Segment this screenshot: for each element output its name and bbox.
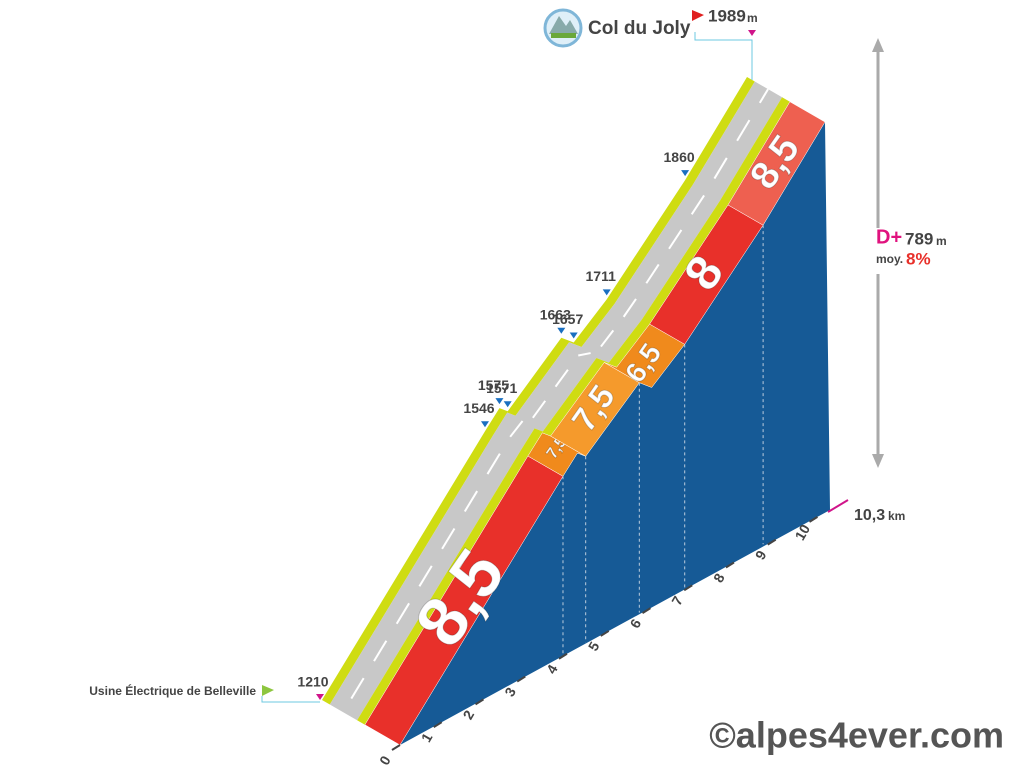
start-pin (316, 694, 324, 700)
start-name: Usine Électrique de Belleville (89, 683, 256, 698)
km-tick (391, 744, 401, 751)
road-dash (509, 420, 524, 438)
km-tick (767, 538, 777, 546)
km-tick (641, 607, 652, 614)
gain-unit: m (936, 234, 947, 248)
road-dash (350, 677, 365, 700)
summit-pin (748, 30, 756, 36)
altitude-pin (557, 327, 566, 334)
road-dash (578, 352, 591, 357)
road-dash (395, 602, 410, 625)
road-edge-left (322, 77, 755, 705)
summit-unit: m (747, 11, 758, 25)
road-dash (668, 229, 683, 250)
road-dash (645, 263, 660, 284)
km-label: 10 (792, 521, 814, 543)
gain-label: D+ (876, 226, 902, 248)
km-tick (516, 675, 526, 683)
start-altitude: 1210 (297, 674, 328, 690)
road-edge-right (357, 97, 790, 725)
road-dash (554, 369, 569, 388)
km-tick (433, 721, 443, 729)
distance-tick (827, 499, 849, 513)
stats-bg (868, 228, 948, 274)
altitude-pin (503, 401, 512, 408)
altitude-marker: 1663 (540, 306, 571, 322)
altitude-pin (569, 332, 578, 339)
road-dash (418, 565, 433, 587)
altitude-pin (480, 421, 489, 428)
start-connector (261, 696, 320, 703)
front-face (400, 122, 830, 745)
summit-connector (694, 32, 753, 80)
profile: 8,57,57,56,588,5154615751571166316571711… (322, 77, 830, 768)
km-tick (683, 584, 693, 592)
altitude-pin (681, 170, 690, 177)
distance-total: 10,3 (854, 507, 885, 524)
road-dash (373, 640, 388, 662)
road-dash (486, 453, 501, 475)
gradient-segment (727, 101, 826, 226)
road-dash (532, 400, 547, 419)
altitude-marker: 1657 (552, 311, 583, 327)
summit-altitude: 1989 (708, 6, 746, 25)
altitude-pin (602, 289, 611, 296)
road-dash (736, 119, 751, 142)
altitude-marker: 1546 (463, 400, 494, 416)
summit-name: Col du Joly (588, 18, 691, 39)
altitude-marker: 1711 (586, 268, 617, 284)
road-dash (622, 298, 637, 318)
km-tick (600, 630, 610, 637)
summit-flag (692, 10, 704, 21)
road-dash (600, 329, 615, 348)
km-tick (808, 515, 819, 523)
start-flag (262, 685, 274, 696)
road-dash (441, 527, 456, 550)
avg-label: moy. (876, 252, 903, 266)
road-dash (463, 490, 479, 512)
altitude-marker: 1575 (478, 377, 509, 393)
watermark: ©alpes4ever.com (709, 715, 1004, 756)
road-dash (713, 157, 728, 180)
altitude-marker: 1571 (486, 380, 517, 396)
summit-icon-grass (551, 33, 576, 38)
avg-value: 8% (906, 249, 931, 268)
altitude-marker: 1860 (664, 149, 695, 165)
km-tick (474, 698, 485, 706)
gain-value: 789 (905, 229, 933, 248)
road-dash (690, 194, 705, 215)
altitude-pin (495, 398, 504, 405)
road-dash (758, 88, 769, 104)
summit-icon-mountain (549, 16, 578, 34)
distance-unit: km (888, 509, 905, 523)
km-tick (725, 561, 735, 569)
km-tick (558, 652, 568, 660)
road (329, 81, 783, 721)
